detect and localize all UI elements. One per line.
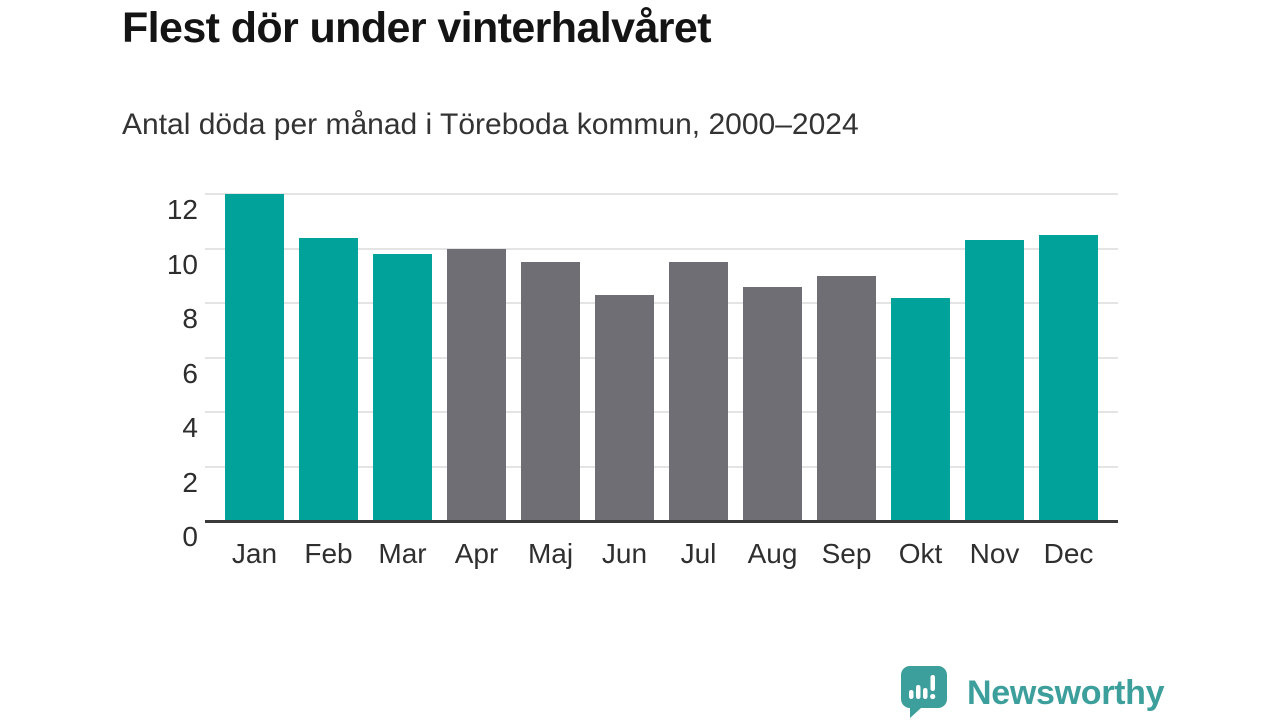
bar-jun	[595, 294, 654, 521]
chart-subtitle: Antal döda per månad i Töreboda kommun, …	[122, 108, 859, 141]
x-tick-label: Feb	[304, 538, 353, 569]
bar-feb	[299, 237, 358, 521]
x-tick-label: Jul	[680, 538, 717, 569]
brand-name: Newsworthy	[967, 674, 1165, 712]
bar-maj	[521, 262, 580, 521]
bar-okt	[891, 297, 950, 521]
gridline	[205, 193, 1118, 195]
x-tick-label: Mar	[378, 538, 427, 569]
x-tick-label: Dec	[1043, 538, 1094, 569]
x-tick-label: Okt	[898, 538, 943, 569]
bar-nov	[965, 240, 1024, 521]
x-tick-label: Sep	[821, 538, 872, 569]
x-tick-label: Maj	[527, 538, 574, 569]
newsworthy-logo-icon	[897, 664, 951, 723]
chart-title: Flest dör under vinterhalvåret	[122, 4, 712, 52]
y-axis-labels: 0 2 4 6 8 10 12	[166, 194, 198, 552]
gridline	[205, 356, 1118, 359]
x-tick-label: Apr	[454, 538, 499, 569]
x-axis-labels: Jan Feb Mar Apr Maj Jun Jul Aug Sep Okt Nov Dec	[205, 538, 1118, 570]
gridline	[205, 302, 1118, 304]
bar-jan	[225, 194, 284, 521]
x-axis-line	[205, 520, 1118, 523]
bar-sep	[817, 275, 876, 521]
gridline	[205, 411, 1118, 413]
footer-brand: Newsworthy	[897, 664, 1165, 723]
bar-dec	[1039, 234, 1098, 521]
bar-apr	[447, 248, 506, 521]
x-tick-label: Nov	[969, 538, 1020, 569]
bar-aug	[743, 286, 802, 521]
bars-container	[205, 194, 1118, 521]
x-tick-label: Jun	[601, 538, 648, 569]
bar-jul	[669, 262, 728, 521]
gridline	[205, 247, 1118, 250]
plot-area	[205, 193, 1118, 523]
gridline	[205, 465, 1118, 468]
x-tick-label: Aug	[747, 538, 798, 569]
bar-mar	[373, 253, 432, 521]
x-tick-label: Jan	[231, 538, 278, 569]
